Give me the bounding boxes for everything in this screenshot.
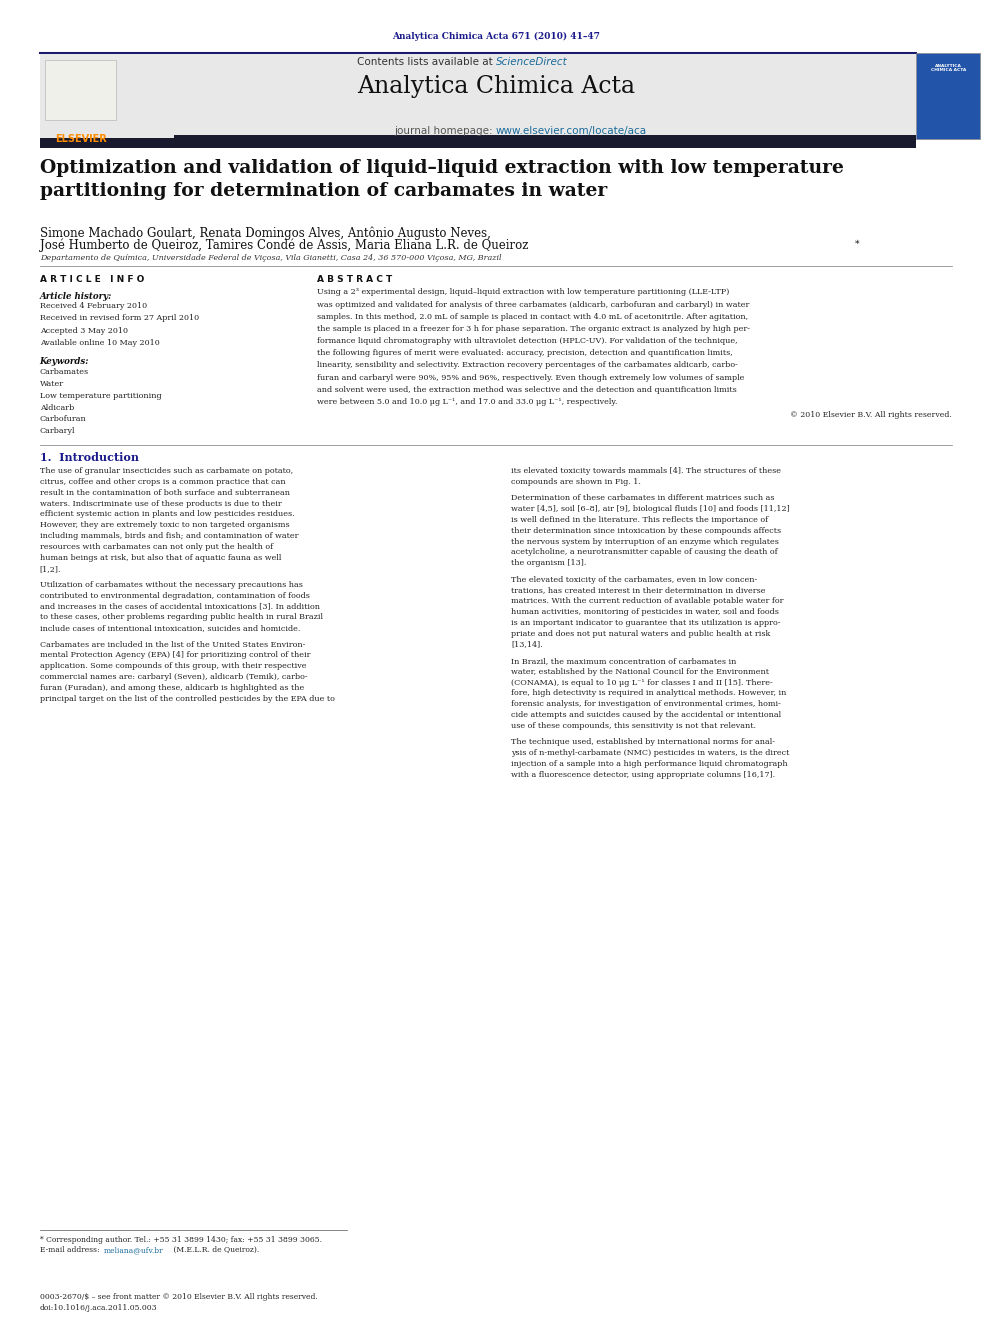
Text: mental Protection Agency (EPA) [4] for prioritizing control of their: mental Protection Agency (EPA) [4] for p… [40,651,310,659]
Text: use of these compounds, this sensitivity is not that relevant.: use of these compounds, this sensitivity… [511,722,756,730]
Text: The elevated toxicity of the carbamates, even in low concen-: The elevated toxicity of the carbamates,… [511,576,757,583]
Text: Available online 10 May 2010: Available online 10 May 2010 [40,339,160,348]
Text: priate and does not put natural waters and public health at risk: priate and does not put natural waters a… [511,630,770,638]
Text: trations, has created interest in their determination in diverse: trations, has created interest in their … [511,586,766,594]
Text: Departamento de Química, Universidade Federal de Viçosa, Vila Gianetti, Casa 24,: Departamento de Química, Universidade Fe… [40,254,501,262]
Text: Utilization of carbamates without the necessary precautions has: Utilization of carbamates without the ne… [40,581,303,589]
FancyBboxPatch shape [40,135,916,148]
Text: water, established by the National Council for the Environment: water, established by the National Counc… [511,668,769,676]
Text: citrus, coffee and other crops is a common practice that can: citrus, coffee and other crops is a comm… [40,478,286,486]
Text: compounds are shown in Fig. 1.: compounds are shown in Fig. 1. [511,478,641,486]
Text: furan and carbaryl were 90%, 95% and 96%, respectively. Even though extremely lo: furan and carbaryl were 90%, 95% and 96%… [317,373,745,381]
Text: the nervous system by interruption of an enzyme which regulates: the nervous system by interruption of an… [511,537,779,545]
Text: resources with carbamates can not only put the health of: resources with carbamates can not only p… [40,542,273,550]
Text: ysis of n-methyl-carbamate (NMC) pesticides in waters, is the direct: ysis of n-methyl-carbamate (NMC) pestici… [511,749,790,757]
Text: Carbofuran: Carbofuran [40,415,86,423]
Text: water [4,5], soil [6–8], air [9], biological fluids [10] and foods [11,12]: water [4,5], soil [6–8], air [9], biolog… [511,505,790,513]
Text: Using a 2³ experimental design, liquid–liquid extraction with low temperature pa: Using a 2³ experimental design, liquid–l… [317,288,730,296]
Text: A B S T R A C T: A B S T R A C T [317,275,393,284]
Text: © 2010 Elsevier B.V. All rights reserved.: © 2010 Elsevier B.V. All rights reserved… [791,411,952,419]
Text: ScienceDirect: ScienceDirect [496,57,567,67]
Text: formance liquid chromatography with ultraviolet detection (HPLC-UV). For validat: formance liquid chromatography with ultr… [317,337,738,345]
Text: to these cases, other problems regarding public health in rural Brazil: to these cases, other problems regarding… [40,614,322,622]
Text: include cases of intentional intoxication, suicides and homicide.: include cases of intentional intoxicatio… [40,624,300,632]
Text: its elevated toxicity towards mammals [4]. The structures of these: its elevated toxicity towards mammals [4… [511,467,781,475]
Text: linearity, sensibility and selectivity. Extraction recovery percentages of the c: linearity, sensibility and selectivity. … [317,361,738,369]
Text: result in the contamination of both surface and subterranean: result in the contamination of both surf… [40,488,290,496]
Text: However, they are extremely toxic to non targeted organisms: However, they are extremely toxic to non… [40,521,290,529]
FancyBboxPatch shape [916,53,980,139]
Text: 0003-2670/$ – see front matter © 2010 Elsevier B.V. All rights reserved.: 0003-2670/$ – see front matter © 2010 El… [40,1293,317,1301]
FancyBboxPatch shape [40,54,174,138]
Text: Simone Machado Goulart, Renata Domingos Alves, Antônio Augusto Neves,: Simone Machado Goulart, Renata Domingos … [40,226,491,239]
Text: commercial names are: carbaryl (Seven), aldicarb (Temik), carbo-: commercial names are: carbaryl (Seven), … [40,673,308,681]
Text: is well defined in the literature. This reflects the importance of: is well defined in the literature. This … [511,516,768,524]
Text: Water: Water [40,380,63,388]
Text: (M.E.L.R. de Queiroz).: (M.E.L.R. de Queiroz). [171,1246,259,1254]
Text: and increases in the cases of accidental intoxications [3]. In addition: and increases in the cases of accidental… [40,602,319,611]
Text: including mammals, birds and fish; and contamination of water: including mammals, birds and fish; and c… [40,532,299,540]
Text: their determination since intoxication by these compounds affects: their determination since intoxication b… [511,527,781,534]
Text: contributed to environmental degradation, contamination of foods: contributed to environmental degradation… [40,591,310,599]
Text: the sample is placed in a freezer for 3 h for phase separation. The organic extr: the sample is placed in a freezer for 3 … [317,325,750,333]
Text: the following figures of merit were evaluated: accuracy, precision, detection an: the following figures of merit were eval… [317,349,733,357]
Text: Analytica Chimica Acta 671 (2010) 41–47: Analytica Chimica Acta 671 (2010) 41–47 [392,32,600,41]
Text: A R T I C L E   I N F O: A R T I C L E I N F O [40,275,144,284]
Text: meliana@ufv.br: meliana@ufv.br [104,1246,164,1254]
Text: Low temperature partitioning: Low temperature partitioning [40,392,162,400]
Text: ⁎: ⁎ [855,237,860,246]
Text: journal homepage:: journal homepage: [394,126,496,136]
Text: application. Some compounds of this group, with their respective: application. Some compounds of this grou… [40,663,307,671]
Text: www.elsevier.com/locate/aca: www.elsevier.com/locate/aca [496,126,647,136]
FancyBboxPatch shape [40,54,916,138]
Text: cide attempts and suicides caused by the accidental or intentional: cide attempts and suicides caused by the… [511,710,781,720]
Text: In Brazil, the maximum concentration of carbamates in: In Brazil, the maximum concentration of … [511,656,736,665]
Text: E-mail address:: E-mail address: [40,1246,102,1254]
Text: Carbamates: Carbamates [40,368,89,376]
Text: waters. Indiscriminate use of these products is due to their: waters. Indiscriminate use of these prod… [40,500,282,508]
Text: forensic analysis, for investigation of environmental crimes, homi-: forensic analysis, for investigation of … [511,700,781,708]
Text: doi:10.1016/j.aca.2011.05.003: doi:10.1016/j.aca.2011.05.003 [40,1304,158,1312]
Text: ELSEVIER: ELSEVIER [56,134,107,144]
Text: acetylcholine, a neurotransmitter capable of causing the death of: acetylcholine, a neurotransmitter capabl… [511,548,778,557]
Text: * Corresponding author. Tel.: +55 31 3899 1430; fax: +55 31 3899 3065.: * Corresponding author. Tel.: +55 31 389… [40,1236,321,1244]
Text: Optimization and validation of liquid–liquid extraction with low temperature
par: Optimization and validation of liquid–li… [40,159,843,200]
Text: injection of a sample into a high performance liquid chromatograph: injection of a sample into a high perfor… [511,759,788,767]
Text: samples. In this method, 2.0 mL of sample is placed in contact with 4.0 mL of ac: samples. In this method, 2.0 mL of sampl… [317,312,749,320]
Text: Keywords:: Keywords: [40,357,89,366]
Text: 1.  Introduction: 1. Introduction [40,452,139,463]
Text: furan (Furadan), and among these, aldicarb is highlighted as the: furan (Furadan), and among these, aldica… [40,684,304,692]
Text: ANALYTICA
CHIMICA ACTA: ANALYTICA CHIMICA ACTA [930,64,966,73]
Text: Accepted 3 May 2010: Accepted 3 May 2010 [40,327,128,335]
FancyBboxPatch shape [45,60,116,120]
Text: [13,14].: [13,14]. [511,640,543,648]
Text: Received 4 February 2010: Received 4 February 2010 [40,302,147,310]
Text: The technique used, established by international norms for anal-: The technique used, established by inter… [511,738,775,746]
Text: The use of granular insecticides such as carbamate on potato,: The use of granular insecticides such as… [40,467,293,475]
Text: Aldicarb: Aldicarb [40,404,74,411]
Text: Determination of these carbamates in different matrices such as: Determination of these carbamates in dif… [511,493,775,503]
Text: the organism [13].: the organism [13]. [511,560,586,568]
Text: Received in revised form 27 April 2010: Received in revised form 27 April 2010 [40,314,198,323]
Text: principal target on the list of the controlled pesticides by the EPA due to: principal target on the list of the cont… [40,695,334,703]
Text: matrices. With the current reduction of available potable water for: matrices. With the current reduction of … [511,597,784,605]
Text: were between 5.0 and 10.0 μg L⁻¹, and 17.0 and 33.0 μg L⁻¹, respectively.: were between 5.0 and 10.0 μg L⁻¹, and 17… [317,398,618,406]
Text: Article history:: Article history: [40,292,112,302]
Text: Carbamates are included in the list of the United States Environ-: Carbamates are included in the list of t… [40,640,306,648]
Text: fore, high detectivity is required in analytical methods. However, in: fore, high detectivity is required in an… [511,689,787,697]
Text: Carbaryl: Carbaryl [40,427,75,435]
Text: human activities, monitoring of pesticides in water, soil and foods: human activities, monitoring of pesticid… [511,609,779,617]
Text: human beings at risk, but also that of aquatic fauna as well: human beings at risk, but also that of a… [40,554,281,562]
Text: José Humberto de Queiroz, Tamires Condé de Assis, Maria Eliana L.R. de Queiroz: José Humberto de Queiroz, Tamires Condé … [40,238,528,251]
Text: is an important indicator to guarantee that its utilization is appro-: is an important indicator to guarantee t… [511,619,781,627]
Text: with a fluorescence detector, using appropriate columns [16,17].: with a fluorescence detector, using appr… [511,771,775,779]
Text: [1,2].: [1,2]. [40,565,62,573]
Text: efficient systemic action in plants and low pesticides residues.: efficient systemic action in plants and … [40,511,295,519]
Text: Analytica Chimica Acta: Analytica Chimica Acta [357,75,635,98]
Text: Contents lists available at: Contents lists available at [357,57,496,67]
Text: (CONAMA), is equal to 10 μg L⁻¹ for classes I and II [15]. There-: (CONAMA), is equal to 10 μg L⁻¹ for clas… [511,679,773,687]
Text: and solvent were used, the extraction method was selective and the detection and: and solvent were used, the extraction me… [317,386,737,394]
Text: was optimized and validated for analysis of three carbamates (aldicarb, carbofur: was optimized and validated for analysis… [317,300,750,308]
